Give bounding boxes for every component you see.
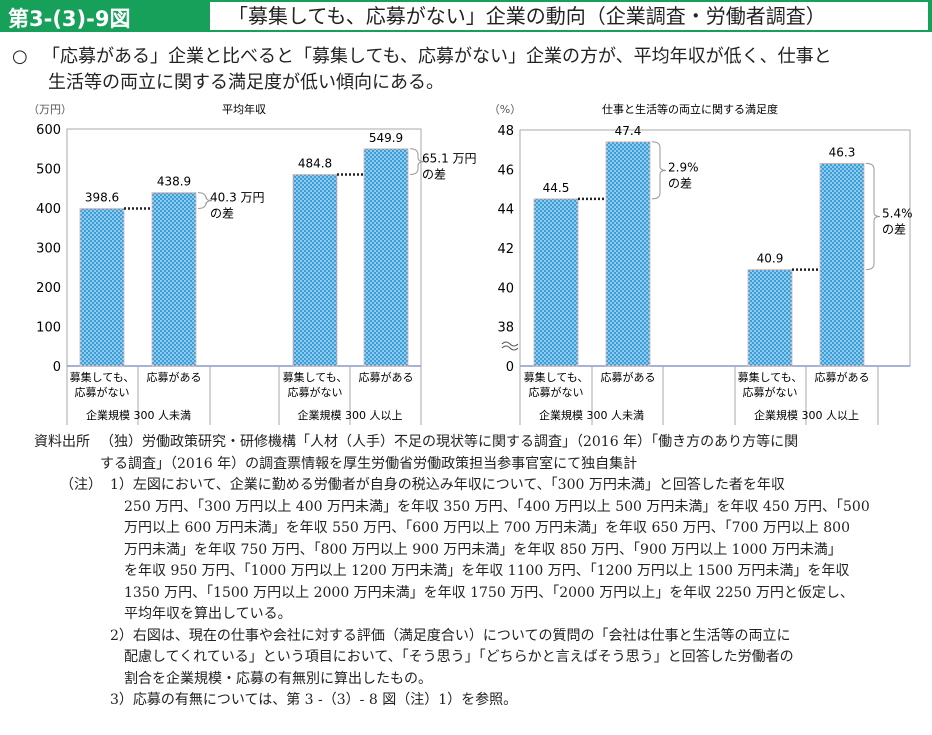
y-tick-label: 0 (506, 360, 514, 375)
category-label: 募集しても、 (524, 370, 589, 384)
category-label: 応募がない (743, 385, 798, 399)
category-label: 応募がある (601, 370, 656, 384)
category-label: 応募がない (75, 385, 130, 399)
bar (747, 269, 793, 367)
axis-break-icon (501, 341, 519, 351)
bar-value-label: 40.9 (757, 252, 784, 266)
bar-value-label: 484.8 (298, 157, 332, 171)
summary-line-2: 生活等の両立に関する満足度が低い傾向にある。 (48, 72, 444, 93)
y-tick-label: 42 (497, 242, 514, 257)
summary-line-1: 「応募がある」企業と比べると「募集しても、応募がない」企業の方が、平均年収が低く… (42, 46, 832, 67)
y-tick-label: 46 (497, 163, 514, 178)
figure-title: 「募集しても、応募がない」企業の動向（企業調査・労働者調査） (210, 2, 928, 30)
figure-header: 第3-(3)-9図 「募集しても、応募がない」企業の動向（企業調査・労働者調査） (0, 0, 932, 32)
circle-bullet-icon: ○ (12, 46, 28, 67)
difference-bracket (197, 192, 213, 210)
y-tick-label: 40 (497, 281, 514, 296)
group-label: 企業規模 300 人以上 (298, 408, 403, 422)
source-label: 資料出所 (34, 434, 90, 450)
category-label: 募集しても、 (738, 370, 803, 384)
note-2-line-2: 配慮してくれている」という項目において、「そう思う」「どちらかと言えばそう思う」… (124, 649, 794, 665)
note-label: （注） (60, 477, 102, 493)
category-label: 応募がある (815, 370, 870, 384)
difference-label: 65.1 万円 (422, 152, 477, 166)
note-1-line-4: 万円未満」を年収 750 万円、「800 万円以上 900 万円未満」を年収 8… (124, 541, 842, 558)
summary-text: ○ 「応募がある」企業と比べると「募集しても、応募がない」企業の方が、平均年収が低… (12, 44, 927, 96)
group-label: 企業規模 300 人未満 (86, 408, 191, 422)
bar-value-label: 398.6 (85, 191, 119, 205)
bar-value-label: 438.9 (157, 175, 191, 189)
note-1-line-7: 平均年収を算出している。 (124, 606, 292, 622)
difference-bracket (865, 162, 881, 271)
chart-title: 仕事と生活等の両立に関する満足度 (602, 102, 778, 116)
source-line-1: （独）労働政策研究・研修機構「人材（人手）不足の現状等に関する調査」（2016 … (100, 434, 799, 450)
note-1-line-3: 万円以上 600 万円未満」を年収 550 万円、「600 万円以上 700 万… (124, 520, 851, 536)
bar (292, 174, 338, 367)
difference-label-suffix: の差 (882, 223, 906, 237)
bar (363, 148, 409, 367)
y-tick-label: 44 (497, 203, 514, 218)
bar-value-label: 44.5 (543, 181, 570, 195)
bar (533, 198, 579, 367)
note-1-line-5: を年収 950 万円、「1000 万円以上 1200 万円未満」を年収 1100… (124, 563, 850, 579)
note-1-line-1: 1）左図において、企業に勤める労働者が自身の税込み年収について、「300 万円未… (110, 477, 785, 493)
y-tick-label: 600 (36, 123, 61, 138)
y-tick-label: 48 (497, 124, 514, 139)
category-label: 募集しても、 (70, 370, 135, 384)
difference-bracket (651, 141, 667, 200)
difference-bracket (409, 148, 425, 176)
y-tick-label: 300 (36, 242, 61, 257)
bar (79, 208, 125, 367)
note-1-line-6: 1350 万円、「1500 万円以上 2000 万円未満」を年収 1750 万円… (124, 584, 854, 601)
note-3-line-1: 3）応募の有無については、第 3 -（3）- 8 図（注）1）を参照。 (110, 692, 518, 708)
category-label: 応募がある (359, 370, 414, 384)
group-label: 企業規模 300 人以上 (754, 408, 859, 422)
category-label: 応募がある (147, 370, 202, 384)
y-tick-label: 100 (36, 321, 61, 336)
difference-label-suffix: の差 (210, 207, 234, 221)
note-1-line-2: 250 万円、「300 万円以上 400 万円未満」を年収 350 万円、「40… (124, 498, 870, 515)
chart-title: 平均年収 (222, 102, 266, 116)
y-tick-label: 400 (36, 202, 61, 217)
charts-area: 平均年収（万円）0100200300400500600398.6438.9484… (28, 102, 913, 425)
bar-value-label: 549.9 (369, 131, 403, 145)
difference-label-suffix: の差 (668, 176, 692, 190)
bar (819, 163, 865, 367)
bar (605, 141, 651, 367)
category-label: 応募がない (529, 385, 584, 399)
source-line-2: する調査」（2016 年）の調査票情報を厚生労働省労働政策担当参事官室にて独自集… (100, 455, 638, 472)
y-axis-unit: （万円） (28, 103, 72, 116)
y-axis-unit: （%） (489, 103, 521, 116)
category-label: 応募がない (288, 385, 343, 399)
y-tick-label: 200 (36, 281, 61, 296)
difference-label-suffix: の差 (422, 168, 446, 182)
difference-label: 40.3 万円 (210, 191, 265, 205)
figure-number: 第3-(3)-9図 (8, 7, 131, 31)
difference-label: 2.9% (668, 160, 699, 174)
y-tick-label: 500 (36, 163, 61, 178)
difference-label: 5.4% (882, 207, 913, 221)
bar (151, 192, 197, 367)
group-label: 企業規模 300 人未満 (539, 408, 644, 422)
bar-value-label: 47.4 (615, 124, 642, 138)
bar-value-label: 46.3 (829, 145, 856, 159)
y-tick-label: 38 (497, 321, 514, 336)
category-label: 募集しても、 (283, 370, 348, 384)
note-2-line-1: 2）右図は、現在の仕事や会社に対する評価（満足度合い）についての質問の「会社は仕… (110, 627, 791, 644)
y-tick-label: 0 (53, 360, 61, 375)
note-2-line-3: 割合を企業規模・応募の有無別に算出したもの。 (124, 670, 432, 687)
